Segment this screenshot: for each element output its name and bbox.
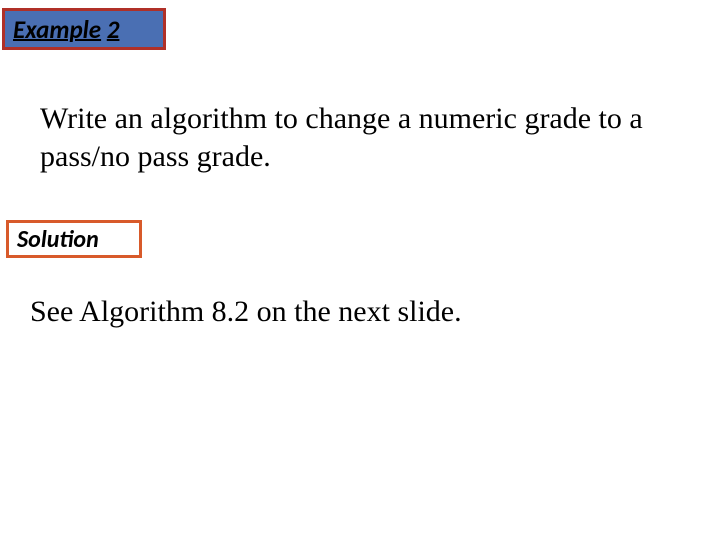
example-label-prefix: Example bbox=[13, 14, 101, 45]
slide-container: Example 2 Write an algorithm to change a… bbox=[0, 0, 720, 540]
answer-text: See Algorithm 8.2 on the next slide. bbox=[30, 295, 690, 329]
example-label-box: Example 2 bbox=[2, 8, 166, 50]
solution-label: Solution bbox=[17, 225, 99, 254]
example-label: Example 2 bbox=[13, 14, 119, 45]
example-label-number: 2 bbox=[107, 14, 120, 45]
solution-label-box: Solution bbox=[6, 220, 142, 258]
problem-text: Write an algorithm to change a numeric g… bbox=[40, 100, 680, 175]
